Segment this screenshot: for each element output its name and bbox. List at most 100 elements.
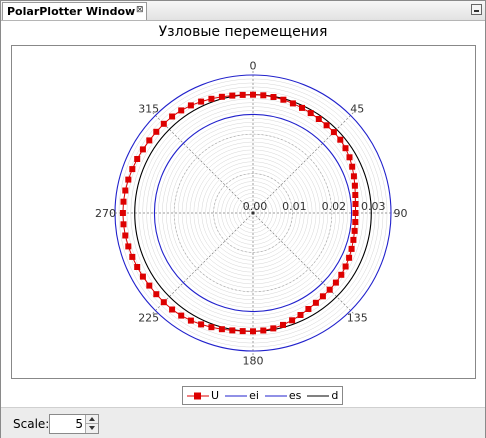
legend-item-es: es: [264, 389, 301, 402]
grid-ring: [197, 157, 309, 269]
series-marker-u: [146, 137, 153, 144]
legend-swatch-es: [264, 395, 287, 396]
spin-down-button[interactable]: [85, 424, 98, 433]
grid-ring: [209, 169, 297, 257]
spin-up-button[interactable]: [85, 415, 98, 424]
series-marker-u: [297, 312, 304, 318]
series-marker-u: [153, 128, 160, 135]
series-marker-u: [346, 254, 353, 261]
window-titlebar: PolarPlotter Window ⊠: [1, 1, 485, 21]
radial-label: 0.03: [361, 200, 386, 213]
grid-ring: [146, 106, 360, 320]
series-marker-u: [352, 210, 359, 216]
angle-label: 225: [138, 311, 159, 324]
series-marker-u: [260, 327, 267, 334]
series-marker-u: [289, 317, 296, 324]
series-marker-u: [169, 113, 176, 120]
angle-label: 315: [138, 103, 159, 116]
chart-title: Узловые перемещения: [158, 24, 328, 40]
series-marker-u: [134, 156, 141, 162]
series-circle-es: [114, 74, 392, 352]
series-marker-u: [120, 221, 127, 228]
series-marker-u: [187, 317, 194, 324]
grid-ring: [169, 129, 337, 297]
series-marker-u: [280, 321, 286, 328]
series-marker-u: [299, 104, 305, 111]
grid-ring-major: [173, 133, 333, 293]
scale-label: Scale:: [13, 417, 50, 431]
scale-spinner: [49, 414, 99, 434]
series-marker-u: [323, 122, 330, 129]
series-marker-u: [270, 94, 277, 100]
legend-item-d: d: [307, 389, 338, 402]
legend-item-ei: ei: [225, 389, 259, 402]
series-marker-u: [250, 91, 256, 98]
legend-item-u: U: [187, 389, 219, 402]
angle-label: 45: [350, 103, 364, 116]
series-marker-u: [122, 232, 129, 239]
series-marker-u: [178, 312, 185, 319]
series-marker-u: [350, 173, 357, 180]
grid-ring: [193, 153, 313, 273]
series-marker-u: [169, 306, 176, 313]
grid-ring: [162, 122, 344, 304]
series-marker-u: [342, 263, 349, 270]
grid-ring: [138, 98, 368, 328]
legend-swatch-u: [187, 392, 209, 399]
grid-ring: [244, 204, 262, 222]
grid-ring: [130, 90, 376, 336]
legend-label-d: d: [331, 389, 339, 402]
series-circle-ei: [153, 113, 353, 313]
angle-label: 180: [243, 355, 264, 368]
series-marker-u: [337, 136, 344, 143]
series-marker-u: [239, 91, 246, 98]
series-marker-u: [146, 282, 153, 289]
series-marker-u: [342, 145, 349, 152]
chevron-down-icon: [89, 426, 95, 430]
grid-ring: [248, 208, 258, 218]
close-icon[interactable]: ⊠: [136, 5, 144, 15]
series-marker-u: [198, 98, 205, 105]
series-marker-u: [208, 95, 215, 102]
series-marker-u: [350, 236, 357, 243]
series-marker-u: [270, 325, 277, 332]
series-marker-u: [178, 107, 185, 114]
bottom-toolbar: Scale:: [1, 407, 485, 438]
series-marker-u: [139, 273, 146, 280]
series-marker-u: [160, 299, 167, 306]
series-marker-u: [208, 324, 215, 331]
series-marker-u: [352, 192, 359, 198]
grid-ring: [126, 86, 380, 340]
grid-ring: [118, 78, 388, 348]
minimize-icon[interactable]: [471, 4, 482, 15]
grid-ring: [221, 181, 285, 245]
legend-swatch-d: [307, 395, 330, 396]
series-marker-u: [134, 264, 141, 270]
grid-ring: [201, 161, 305, 265]
series-marker-u: [125, 243, 132, 250]
tab-polarplotter[interactable]: PolarPlotter Window ⊠: [2, 2, 147, 20]
series-marker-u: [352, 201, 359, 207]
center-point: [251, 211, 255, 215]
series-marker-u: [229, 92, 236, 99]
chevron-up-icon: [89, 417, 95, 421]
grid-ring: [233, 193, 273, 233]
series-marker-u: [315, 116, 322, 122]
series-marker-u: [312, 299, 319, 306]
series-marker-u: [338, 271, 345, 278]
angle-label: 135: [347, 311, 368, 324]
series-marker-u: [326, 286, 333, 293]
series-marker-u: [307, 110, 314, 117]
series-marker-u: [305, 306, 312, 312]
scale-input[interactable]: [50, 415, 85, 433]
series-marker-u: [346, 154, 353, 161]
legend-label-ei: ei: [249, 389, 259, 402]
grid-ring: [189, 149, 317, 277]
plot-area: 0 45 90 135 180 225 270 315 0.00 0.01 0.02 0.03: [11, 45, 476, 379]
series-marker-u: [160, 120, 167, 127]
polar-chart: 0 45 90 135 180 225 270 315 0.00 0.01 0.02 0.03: [95, 60, 408, 368]
grid-ring: [229, 189, 277, 237]
series-marker-u: [119, 210, 126, 216]
series-marker-u: [218, 326, 225, 333]
grid-ring: [142, 102, 364, 324]
